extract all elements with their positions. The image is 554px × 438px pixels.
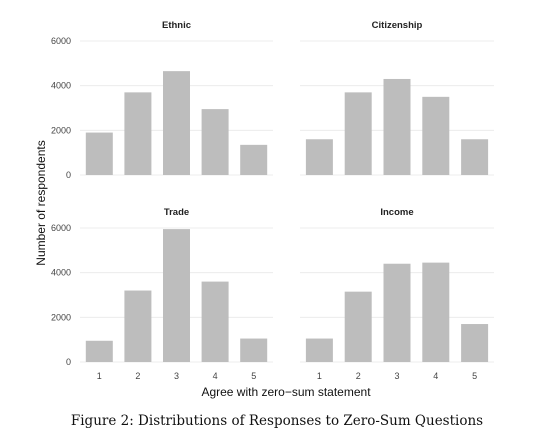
- bar-1: [305, 139, 333, 175]
- bar-2: [124, 92, 152, 175]
- figure-caption: Figure 2: Distributions of Responses to …: [70, 413, 484, 429]
- bar-5: [461, 139, 489, 175]
- y-tick-label: 2000: [51, 312, 71, 322]
- x-tick-label: 5: [472, 371, 477, 381]
- panel-title: Trade: [164, 207, 189, 218]
- bar-4: [201, 281, 229, 362]
- bar-4: [422, 96, 450, 175]
- x-tick-label: 5: [251, 371, 256, 381]
- y-tick-label: 0: [66, 357, 71, 367]
- panel-ethnic: Ethnic 0 2000 4000 6000: [51, 20, 273, 180]
- panel-citizenship: Citizenship: [300, 20, 494, 176]
- bar-1: [85, 340, 113, 362]
- panel-title: Ethnic: [162, 20, 191, 31]
- y-tick-label: 4000: [51, 268, 71, 278]
- x-axis-label: Agree with zero−sum statement: [201, 385, 371, 399]
- x-tick-label: 1: [97, 371, 102, 381]
- bar-2: [124, 290, 152, 362]
- bar-3: [163, 229, 190, 362]
- y-tick-label: 0: [66, 170, 71, 180]
- x-tick-label: 2: [356, 371, 361, 381]
- bar-5: [240, 338, 268, 362]
- y-axis-label: Number of respondents: [34, 140, 48, 265]
- y-tick-label: 6000: [51, 223, 71, 233]
- bar-5: [240, 144, 268, 175]
- bar-5: [461, 324, 489, 362]
- bar-4: [422, 262, 450, 362]
- bar-4: [201, 109, 229, 175]
- x-tick-label: 2: [135, 371, 140, 381]
- panel-title: Citizenship: [372, 20, 423, 31]
- panel-income: Income 1 2 3 4 5: [300, 207, 494, 381]
- bar-1: [85, 132, 113, 175]
- y-tick-label: 4000: [51, 81, 71, 91]
- x-tick-label: 3: [394, 371, 399, 381]
- y-tick-label: 6000: [51, 36, 71, 46]
- bar-2: [344, 291, 372, 362]
- bar-3: [383, 263, 411, 362]
- y-tick-label: 2000: [51, 125, 71, 135]
- panel-title: Income: [380, 207, 413, 218]
- x-tick-label: 4: [433, 371, 438, 381]
- panels: Ethnic 0 2000 4000 6000 Citizenship Trade 0 2000…: [51, 20, 494, 381]
- panel-trade: Trade 0 2000 4000 6000 1 2 3 4 5: [51, 207, 273, 381]
- bar-1: [305, 338, 333, 362]
- x-tick-label: 1: [317, 371, 322, 381]
- bar-3: [383, 78, 411, 175]
- bar-2: [344, 92, 372, 175]
- x-tick-label: 3: [174, 371, 179, 381]
- bar-3: [163, 71, 190, 175]
- x-tick-label: 4: [213, 371, 218, 381]
